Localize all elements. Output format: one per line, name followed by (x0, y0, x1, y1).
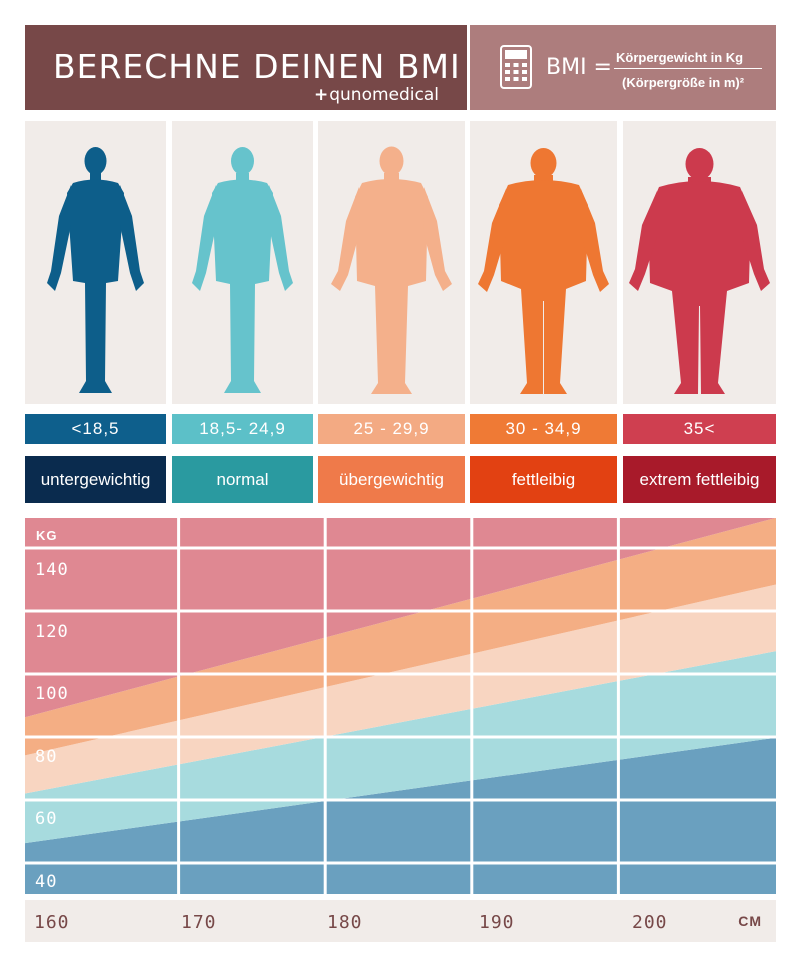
y-tick-label: 80 (35, 747, 58, 767)
bmi-band-normal (25, 651, 776, 844)
figure-panel-uebergewichtig (318, 121, 465, 404)
body-shape (331, 146, 452, 394)
bmi-range-uebergewichtig: 25 - 29,9 (318, 414, 465, 444)
body-shape (192, 147, 293, 393)
bmi-chart: KG 140 120 100 80 60 40 (25, 518, 776, 894)
category-label-uebergewichtig: übergewichtig (318, 456, 465, 503)
brand-logo: +qunomedical (314, 85, 439, 105)
body-underweight-icon (47, 147, 144, 393)
y-axis-label: KG (36, 528, 58, 543)
body-shape (629, 148, 770, 394)
figure-panel-extrem-fettleibig (623, 121, 776, 404)
body-extreme-obese-icon (629, 148, 770, 394)
body-overweight-icon (331, 146, 452, 394)
bmi-band-untergewichtig (25, 737, 776, 894)
fraction-line (614, 68, 762, 69)
category-label-normal: normal (172, 456, 313, 503)
page-title: BERECHNE DEINEN BMI (53, 47, 461, 86)
x-tick-label: 190 (479, 912, 515, 933)
body-obese-icon (478, 148, 609, 394)
bmi-band-extrem-fettleibig (25, 518, 776, 718)
x-tick-label: 180 (327, 912, 363, 933)
x-axis-label: CM (738, 913, 762, 929)
figure-panel-untergewichtig (25, 121, 166, 404)
y-tick-label: 100 (35, 684, 69, 704)
bmi-band-übergewichtig (25, 584, 776, 794)
bmi-band-fettleibig (25, 518, 776, 756)
brand-plus-icon: + (313, 85, 329, 105)
x-tick-label: 200 (632, 912, 668, 933)
bmi-label: BMI = (546, 55, 612, 80)
x-tick-label: 170 (181, 912, 217, 933)
bmi-chart-svg (25, 518, 776, 894)
body-shape (478, 148, 609, 394)
bmi-range-extrem-fettleibig: 35< (623, 414, 776, 444)
body-shape (47, 147, 144, 393)
title-banner: BERECHNE DEINEN BMI +qunomedical (25, 25, 467, 110)
x-tick-label: 160 (34, 912, 70, 933)
category-label-fettleibig: fettleibig (470, 456, 617, 503)
bmi-range-normal: 18,5- 24,9 (172, 414, 313, 444)
y-tick-label: 140 (35, 560, 69, 580)
category-label-extrem-fettleibig: extrem fettleibig (623, 456, 776, 503)
formula-denominator: (Körpergröße in m)² (622, 75, 745, 90)
y-tick-label: 60 (35, 809, 58, 829)
calculator-icon (500, 45, 532, 89)
body-normal-icon (192, 147, 293, 393)
bmi-range-fettleibig: 30 - 34,9 (470, 414, 617, 444)
y-tick-label: 40 (35, 872, 58, 892)
bmi-range-untergewichtig: <18,5 (25, 414, 166, 444)
category-label-untergewichtig: untergewichtig (25, 456, 166, 503)
figure-panel-fettleibig (470, 121, 617, 404)
bmi-formula-box: BMI = Körpergewicht in Kg (Körpergröße i… (470, 25, 776, 110)
figure-panel-normal (172, 121, 313, 404)
formula-numerator: Körpergewicht in Kg (616, 50, 744, 65)
x-axis: 160 170 180 190 200 CM (25, 900, 776, 942)
y-tick-label: 120 (35, 622, 69, 642)
brand-name: qunomedical (329, 85, 439, 105)
